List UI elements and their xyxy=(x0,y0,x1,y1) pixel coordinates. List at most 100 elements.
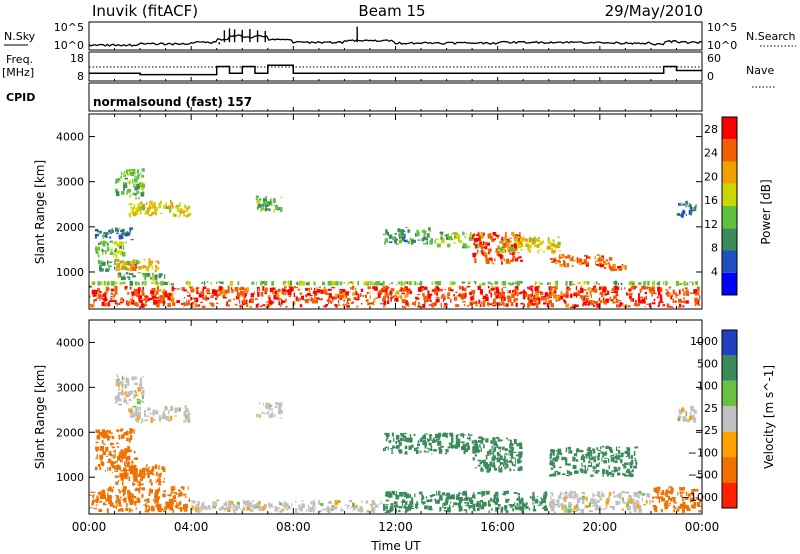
data-cell xyxy=(550,492,554,494)
data-cell xyxy=(128,399,132,402)
data-cell xyxy=(479,444,481,448)
data-cell xyxy=(145,299,148,304)
data-cell xyxy=(678,282,683,285)
data-cell xyxy=(200,505,204,509)
data-cell xyxy=(565,491,568,495)
data-cell xyxy=(633,507,637,513)
data-cell xyxy=(585,454,588,459)
data-cell xyxy=(313,287,316,291)
data-cell xyxy=(95,246,98,249)
data-cell xyxy=(553,505,556,508)
data-cell xyxy=(581,285,583,288)
data-cell xyxy=(424,238,429,241)
data-cell xyxy=(339,281,343,286)
velocity-plot-frame xyxy=(88,319,703,515)
data-cell xyxy=(385,506,388,510)
data-cell xyxy=(597,257,602,262)
data-cell xyxy=(487,281,491,284)
data-cell xyxy=(691,406,694,412)
data-cell xyxy=(124,286,128,289)
data-cell xyxy=(404,452,408,455)
data-cell xyxy=(665,491,668,496)
data-cell xyxy=(179,212,182,216)
data-cell xyxy=(678,409,683,415)
data-cell xyxy=(492,298,496,304)
data-cell xyxy=(609,455,612,457)
data-cell xyxy=(583,289,587,291)
data-cell xyxy=(172,212,174,218)
data-cell xyxy=(260,291,264,297)
data-cell xyxy=(137,197,140,200)
data-cell xyxy=(421,495,425,500)
data-cell xyxy=(500,238,504,243)
data-cell xyxy=(464,444,467,449)
data-cell xyxy=(587,465,590,467)
data-cell xyxy=(564,493,568,495)
data-cell xyxy=(120,452,125,457)
data-cell xyxy=(434,239,436,244)
data-cell xyxy=(140,290,145,293)
data-cell xyxy=(218,281,221,284)
data-cell xyxy=(643,504,647,506)
data-cell xyxy=(566,470,569,475)
data-cell xyxy=(94,466,98,471)
data-cell xyxy=(143,282,147,284)
data-cell xyxy=(285,298,287,303)
data-cell xyxy=(582,262,585,265)
data-cell xyxy=(371,301,375,305)
data-cell xyxy=(121,456,124,460)
data-cell xyxy=(548,297,553,299)
data-cell xyxy=(697,497,699,500)
data-cell xyxy=(169,505,173,511)
data-cell xyxy=(330,281,332,285)
data-cell xyxy=(451,494,455,500)
data-cell xyxy=(246,506,251,511)
data-cell xyxy=(122,261,125,266)
data-cell xyxy=(539,501,543,505)
data-cell xyxy=(108,265,112,267)
data-cell xyxy=(288,507,291,510)
data-cell xyxy=(112,442,114,446)
data-cell xyxy=(305,294,308,298)
data-cell xyxy=(503,242,507,248)
data-cell xyxy=(432,439,436,443)
data-cell xyxy=(479,237,483,243)
data-cell xyxy=(113,266,116,270)
data-cell xyxy=(504,281,507,286)
data-cell xyxy=(630,455,634,459)
data-cell xyxy=(139,299,143,303)
data-cell xyxy=(407,240,410,244)
data-cell xyxy=(126,169,129,175)
data-cell xyxy=(123,490,126,495)
data-cell xyxy=(530,287,533,292)
data-cell xyxy=(657,286,661,292)
data-cell xyxy=(510,302,514,307)
data-cell xyxy=(164,274,166,279)
data-cell xyxy=(90,491,94,493)
data-cell xyxy=(271,201,273,207)
data-cell xyxy=(584,504,586,509)
data-cell xyxy=(125,232,128,237)
data-cell xyxy=(394,504,399,508)
data-cell xyxy=(477,502,481,506)
data-cell xyxy=(694,489,699,492)
data-cell xyxy=(615,446,618,451)
data-cell xyxy=(568,503,573,506)
data-cell xyxy=(573,453,577,456)
data-cell xyxy=(97,281,101,286)
data-cell xyxy=(572,283,576,286)
data-cell xyxy=(521,508,524,513)
data-cell xyxy=(531,496,535,501)
data-cell xyxy=(585,454,588,456)
data-cell xyxy=(353,505,357,510)
data-cell xyxy=(397,439,401,443)
data-cell xyxy=(469,499,474,505)
data-cell xyxy=(689,415,693,421)
data-cell xyxy=(558,297,561,301)
data-cell xyxy=(107,261,111,264)
data-cell xyxy=(205,297,207,302)
data-cell xyxy=(684,211,686,214)
data-cell xyxy=(158,202,161,208)
data-cell xyxy=(403,230,406,233)
data-cell xyxy=(521,243,523,247)
